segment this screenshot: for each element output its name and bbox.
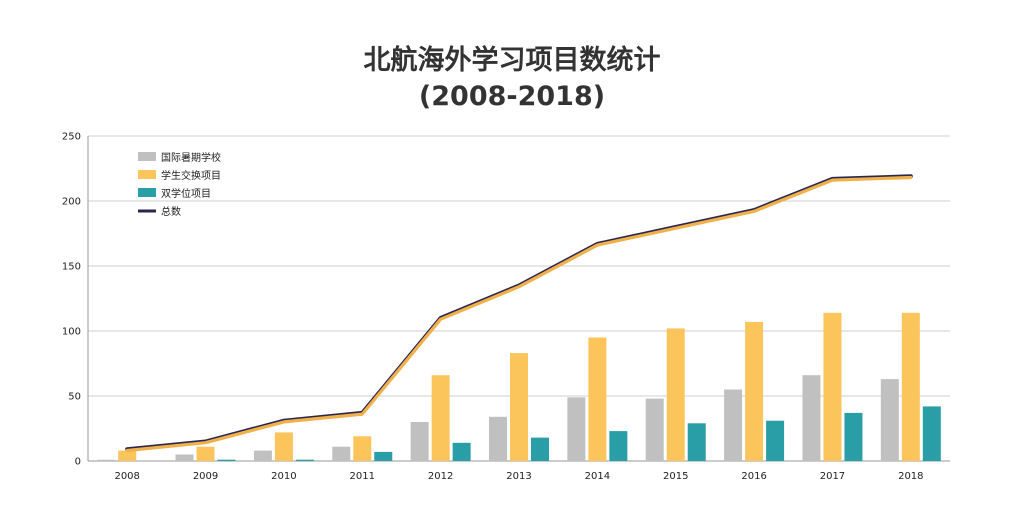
legend-label: 双学位项目 <box>161 187 211 200</box>
bar <box>588 337 607 461</box>
y-tick-label: 100 <box>62 327 81 338</box>
legend-label: 学生交换项目 <box>161 169 221 182</box>
bar <box>724 389 743 461</box>
x-tick-label: 2014 <box>585 471 610 482</box>
bar <box>196 446 215 461</box>
chart-title: 北航海外学习项目数统计 <box>363 45 661 76</box>
bar <box>452 442 471 461</box>
bar <box>880 379 899 461</box>
bar <box>374 451 393 461</box>
bar <box>332 446 351 461</box>
bars <box>97 312 941 461</box>
bar <box>295 459 314 461</box>
bar <box>823 312 842 461</box>
bar <box>175 454 194 461</box>
bar <box>431 375 450 461</box>
x-tick-label: 2008 <box>114 471 139 482</box>
x-tick-label: 2009 <box>193 471 218 482</box>
bar <box>118 450 137 461</box>
y-tick-label: 150 <box>62 262 81 273</box>
legend-label: 国际暑期学校 <box>161 151 221 164</box>
y-tick-label: 0 <box>75 457 81 468</box>
y-axis-ticks: 0 50 100 150 200 250 <box>62 132 81 468</box>
bar <box>901 312 920 461</box>
y-tick-label: 50 <box>68 392 81 403</box>
bar <box>609 431 628 461</box>
bar <box>922 406 941 461</box>
x-tick-label: 2012 <box>428 471 453 482</box>
x-tick-label: 2018 <box>898 471 923 482</box>
x-axis-ticks: 2008 2009 2010 2011 2012 2013 2014 2015 2016 2017… <box>114 471 923 482</box>
bar <box>510 353 528 461</box>
legend-swatch <box>138 209 156 213</box>
bar <box>531 437 549 461</box>
legend-swatch <box>138 188 156 197</box>
bar <box>410 422 429 461</box>
bar <box>274 432 293 461</box>
bar <box>353 436 372 461</box>
legend-swatch <box>138 170 156 179</box>
total-line-highlight <box>125 175 913 453</box>
x-tick-label: 2015 <box>663 471 688 482</box>
y-tick-label: 250 <box>62 132 81 143</box>
bar <box>687 423 706 461</box>
bar <box>802 375 821 461</box>
bar <box>745 321 764 461</box>
bar <box>666 328 685 461</box>
bar <box>217 459 236 461</box>
legend-label: 总数 <box>161 205 181 218</box>
legend-swatch <box>138 152 156 161</box>
bar <box>844 412 863 461</box>
total-line <box>125 174 913 453</box>
bar <box>645 398 664 461</box>
x-tick-label: 2013 <box>506 471 531 482</box>
y-tick-label: 200 <box>62 197 81 208</box>
bar <box>567 397 586 461</box>
bar <box>97 459 116 461</box>
x-tick-label: 2016 <box>741 471 766 482</box>
bar <box>253 450 272 461</box>
x-tick-label: 2010 <box>271 471 296 482</box>
x-tick-label: 2011 <box>350 471 375 482</box>
bar <box>766 420 785 461</box>
chart-subtitle: (2008-2018) <box>418 81 606 112</box>
x-tick-label: 2017 <box>820 471 845 482</box>
bar <box>489 416 507 461</box>
